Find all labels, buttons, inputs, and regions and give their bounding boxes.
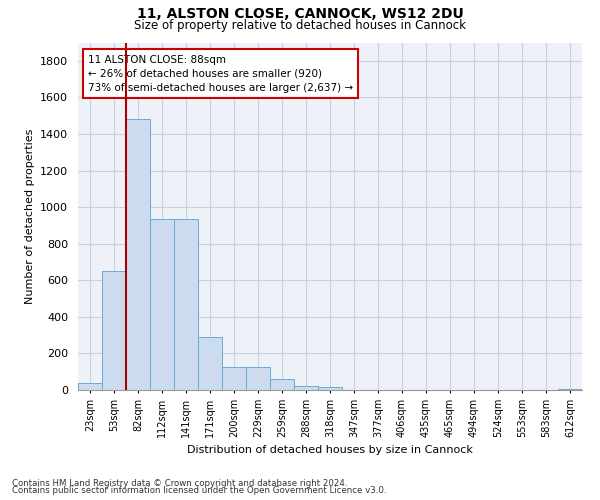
Bar [198,337,222,390]
Bar [294,386,318,390]
Bar [318,388,342,390]
Bar [222,367,246,390]
X-axis label: Distribution of detached houses by size in Cannock: Distribution of detached houses by size … [187,446,473,456]
Bar [270,378,294,390]
Bar [246,367,270,390]
Text: 11 ALSTON CLOSE: 88sqm
← 26% of detached houses are smaller (920)
73% of semi-de: 11 ALSTON CLOSE: 88sqm ← 26% of detached… [88,54,353,92]
Text: 11, ALSTON CLOSE, CANNOCK, WS12 2DU: 11, ALSTON CLOSE, CANNOCK, WS12 2DU [137,8,463,22]
Bar [150,219,174,390]
Y-axis label: Number of detached properties: Number of detached properties [25,128,35,304]
Bar [102,271,126,390]
Text: Contains public sector information licensed under the Open Government Licence v3: Contains public sector information licen… [12,486,386,495]
Bar [558,388,582,390]
Bar [126,120,150,390]
Text: Contains HM Land Registry data © Crown copyright and database right 2024.: Contains HM Land Registry data © Crown c… [12,478,347,488]
Bar [78,382,102,390]
Text: Size of property relative to detached houses in Cannock: Size of property relative to detached ho… [134,18,466,32]
Bar [174,219,198,390]
